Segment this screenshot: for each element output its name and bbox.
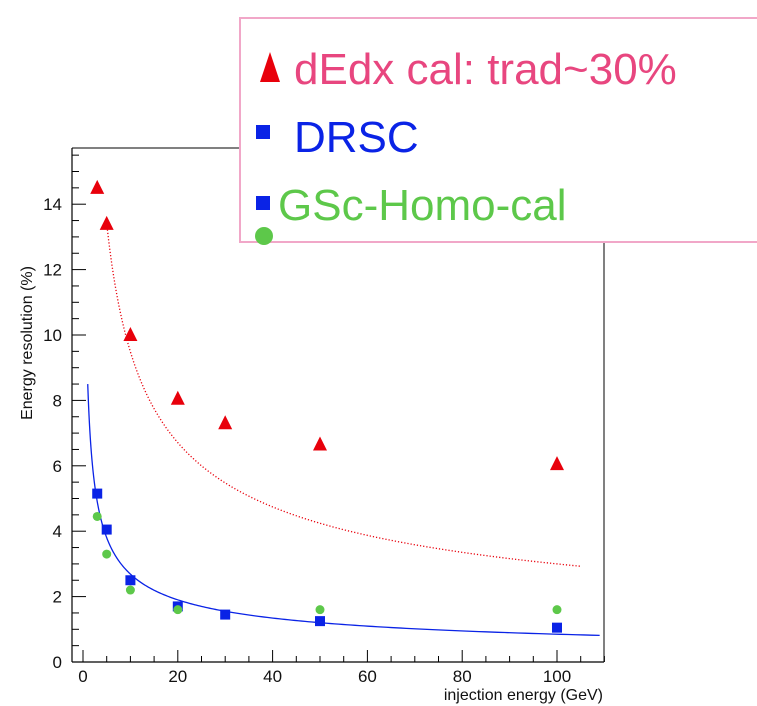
point-circle-2-2 [125, 585, 135, 595]
point-square-1-0 [92, 488, 103, 499]
point-triangle-0-1 [99, 215, 114, 230]
y-tick-label-3: 6 [53, 457, 62, 476]
point-circle-2-3 [173, 605, 183, 615]
x-tick-label-5: 100 [543, 667, 571, 686]
point-circle-2-5 [552, 605, 562, 615]
point-triangle-0-2 [123, 327, 138, 341]
fit-curve-0 [106, 223, 581, 567]
legend-entry-0: dEdx cal: trad~30% [294, 45, 677, 94]
point-circle-2-4 [315, 605, 325, 615]
legend: dEdx cal: trad~30% DRSC GSc-Homo-cal [239, 17, 757, 245]
legend-marker-square [256, 125, 270, 139]
x-tick-label-1: 20 [168, 667, 187, 686]
point-triangle-0-3 [170, 390, 185, 405]
x-axis-title: injection energy (GeV) [444, 687, 603, 704]
y-tick-label-0: 0 [53, 653, 62, 672]
x-tick-label-0: 0 [78, 667, 87, 686]
point-triangle-0-0 [90, 179, 105, 194]
point-triangle-0-5 [313, 436, 327, 451]
legend-box [239, 17, 757, 243]
point-square-1-4 [220, 609, 231, 620]
point-square-1-1 [101, 524, 112, 535]
legend-marker-triangle [260, 52, 280, 82]
point-square-1-6 [552, 622, 562, 633]
point-triangle-0-6 [550, 456, 564, 471]
y-tick-label-7: 14 [43, 195, 62, 214]
point-circle-2-1 [102, 549, 112, 559]
legend-entry-1: DRSC [294, 113, 419, 162]
point-square-1-5 [315, 616, 325, 627]
x-tick-label-2: 40 [263, 667, 282, 686]
y-tick-label-5: 10 [43, 326, 62, 345]
y-tick-label-6: 12 [43, 261, 62, 280]
y-ticks: 0 2 4 6 8 10 12 14 [43, 154, 86, 672]
point-square-1-2 [125, 575, 136, 586]
y-tick-label-1: 2 [53, 588, 62, 607]
y-tick-label-4: 8 [53, 391, 62, 410]
y-tick-label-2: 4 [53, 522, 62, 541]
data-points [90, 179, 564, 633]
legend-marker-square-2 [256, 196, 270, 210]
point-circle-2-0 [92, 511, 102, 521]
point-triangle-0-4 [218, 415, 233, 430]
x-tick-label-3: 60 [358, 667, 377, 686]
legend-marker-circle [255, 227, 273, 245]
x-tick-label-4: 80 [453, 667, 472, 686]
legend-entry-2: GSc-Homo-cal [278, 181, 567, 230]
x-ticks: 0 20 40 60 80 100 [78, 650, 605, 686]
y-axis-title: Energy resolution (%) [19, 266, 36, 420]
